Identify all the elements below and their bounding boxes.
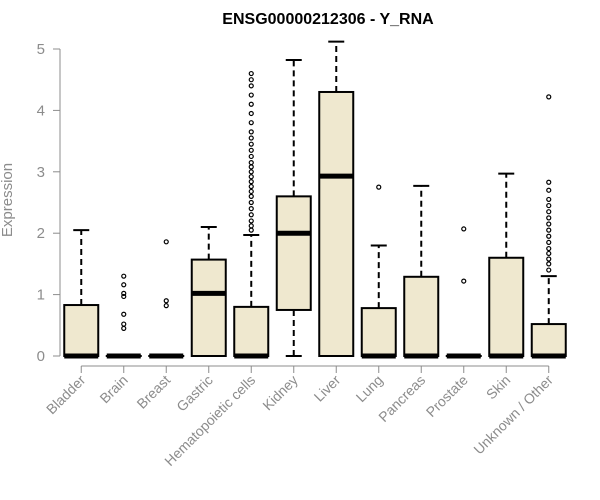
outlier-point <box>546 179 552 185</box>
outlier-point <box>461 226 467 232</box>
box-rect <box>275 195 312 311</box>
outlier-point <box>248 153 254 160</box>
outlier-point <box>248 159 254 166</box>
outlier-point <box>248 174 254 180</box>
box-3 <box>190 226 227 357</box>
box-10 <box>488 172 525 359</box>
outlier-point <box>163 239 169 245</box>
outlier-point <box>248 169 254 175</box>
x-tick-label: Unknown / Other <box>470 372 556 458</box>
box-4 <box>233 70 270 359</box>
outlier-point <box>461 278 467 284</box>
x-tick-label: Prostate <box>423 372 471 420</box>
outlier-point <box>546 209 552 215</box>
outlier-point <box>163 303 169 309</box>
x-tick-label: Lung <box>353 372 386 405</box>
x-tick-label: Brain <box>96 372 130 406</box>
outlier-point <box>376 184 382 190</box>
outlier-point <box>163 298 169 304</box>
outlier-point <box>121 325 127 331</box>
x-tick-label: Skin <box>483 372 514 403</box>
y-tick-label: 3 <box>37 164 45 181</box>
outlier-point <box>248 129 254 135</box>
box-rect <box>530 323 567 357</box>
x-tick-label: Kidney <box>259 372 301 414</box>
y-axis-label: Expression <box>0 163 16 237</box>
outlier-point <box>248 135 254 141</box>
outlier-point <box>248 218 254 224</box>
x-tick-label: Breast <box>133 372 173 412</box>
outlier-point <box>546 227 552 233</box>
y-tick-label: 5 <box>37 41 45 58</box>
outlier-point <box>546 245 552 252</box>
box-rect <box>360 307 397 357</box>
box-2 <box>148 239 185 359</box>
outlier-point <box>546 233 552 239</box>
outlier-point <box>248 164 254 170</box>
box-rect <box>403 275 440 358</box>
outlier-point <box>546 250 552 257</box>
x-tick-label: Pancreas <box>375 372 428 425</box>
box-rect <box>233 305 270 358</box>
outlier-point <box>248 183 254 190</box>
outlier-point <box>248 141 254 147</box>
y-tick-label: 4 <box>37 102 45 119</box>
y-tick-label: 1 <box>37 287 45 304</box>
outlier-point <box>121 273 127 279</box>
box-7 <box>360 184 397 359</box>
y-tick-label: 2 <box>37 225 45 242</box>
box-6 <box>318 40 355 357</box>
outlier-point <box>121 282 127 288</box>
outlier-point <box>546 196 552 203</box>
x-tick-label: Bladder <box>43 372 89 418</box>
box-5 <box>275 59 312 357</box>
outlier-point <box>546 202 552 209</box>
outlier-point <box>546 261 552 267</box>
x-tick-label: Liver <box>311 372 344 405</box>
outlier-point <box>248 101 254 107</box>
box-rect <box>63 304 100 357</box>
boxes-group <box>63 40 567 359</box>
outlier-point <box>121 311 127 317</box>
outlier-point <box>248 212 254 218</box>
outlier-point <box>121 321 127 327</box>
box-0 <box>63 229 100 359</box>
outlier-point <box>248 199 254 206</box>
outlier-point <box>248 223 254 229</box>
outlier-point <box>248 206 254 212</box>
outlier-point <box>248 179 254 185</box>
box-8 <box>403 184 440 359</box>
y-tick-label: 0 <box>37 348 45 365</box>
outlier-point <box>546 215 552 221</box>
outlier-point <box>546 187 552 193</box>
y-axis: 0 1 2 3 4 5 <box>37 41 61 365</box>
outlier-point <box>248 193 254 199</box>
outlier-point <box>546 267 552 273</box>
outlier-point <box>121 293 127 300</box>
outlier-point <box>546 94 552 100</box>
box-1 <box>105 273 142 359</box>
box-rect <box>190 258 227 357</box>
outlier-point <box>248 188 254 195</box>
chart-title: ENSG00000212306 - Y_RNA <box>222 11 434 28</box>
outlier-point <box>248 120 254 126</box>
box-rect <box>318 90 355 357</box>
outlier-point <box>546 239 552 246</box>
box-rect <box>488 256 525 358</box>
outlier-point <box>546 221 552 227</box>
outlier-point <box>248 147 254 153</box>
outlier-point <box>248 227 254 233</box>
outlier-point <box>248 77 254 83</box>
box-9 <box>445 226 482 359</box>
outlier-point <box>248 70 254 77</box>
outlier-point <box>546 256 552 262</box>
outlier-point <box>121 290 127 296</box>
outlier-point <box>248 92 254 98</box>
outlier-point <box>248 110 254 117</box>
outlier-point <box>248 83 254 89</box>
box-11 <box>530 94 567 359</box>
